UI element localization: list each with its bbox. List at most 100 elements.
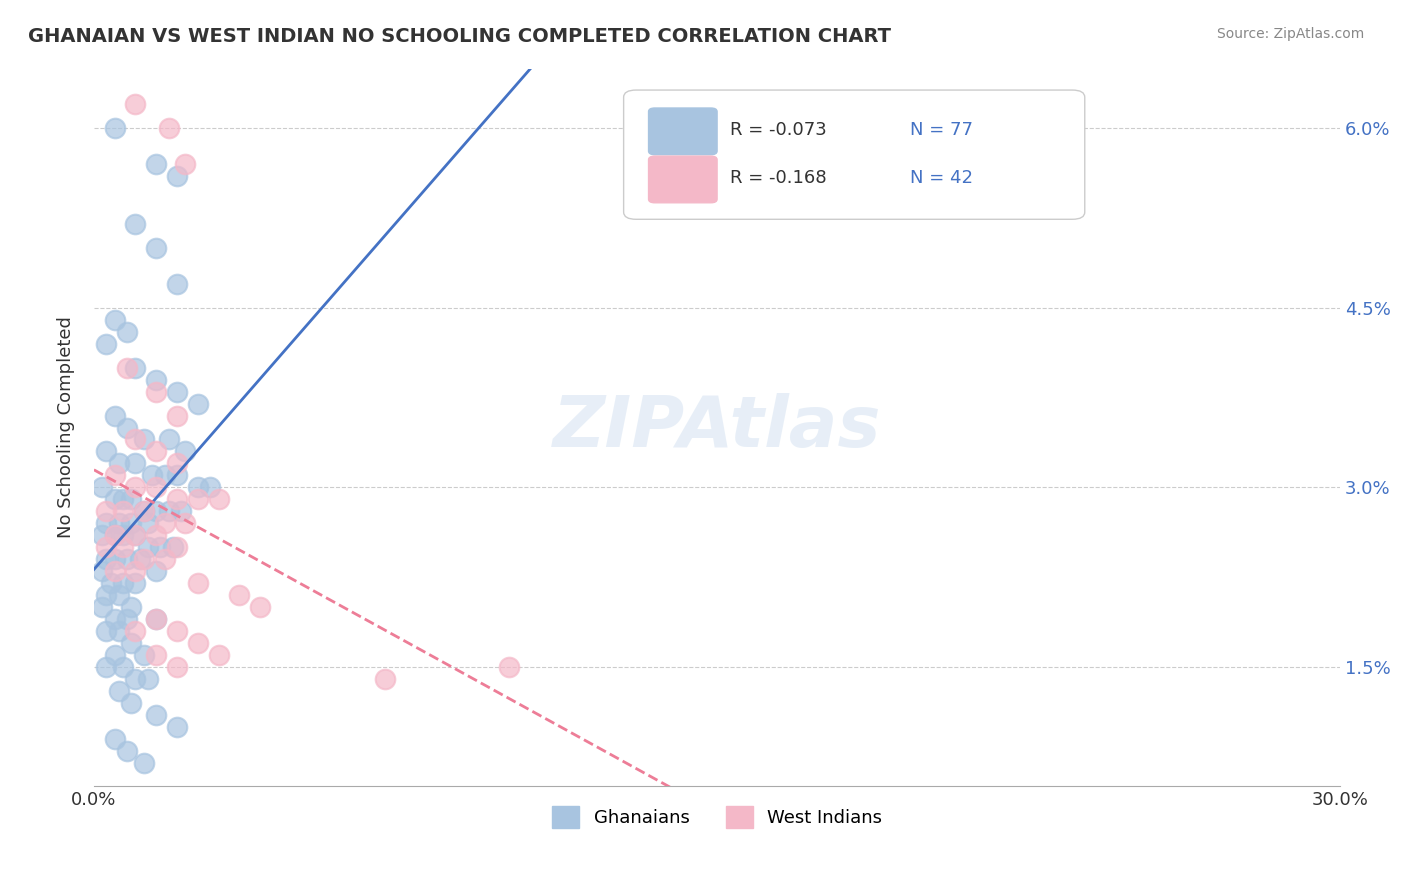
FancyBboxPatch shape (648, 108, 717, 154)
Point (145, 241, 167, 255)
Point (174, 157, 197, 171)
Point (166, 720, 188, 734)
Point (132, 552, 155, 566)
Text: R = -0.168: R = -0.168 (730, 169, 827, 186)
Point (91, 599, 114, 614)
Point (100, 576, 122, 591)
Point (96, 504, 118, 518)
Point (120, 696, 142, 710)
Point (124, 576, 146, 591)
Point (108, 516, 131, 531)
Point (108, 588, 131, 602)
Point (157, 433, 180, 447)
Text: R = -0.073: R = -0.073 (730, 120, 827, 138)
Point (104, 612, 127, 626)
Point (145, 612, 167, 626)
Point (115, 325, 138, 339)
Point (91, 480, 114, 494)
Point (200, 480, 222, 494)
Point (111, 540, 134, 554)
Point (91, 564, 114, 578)
Point (153, 516, 176, 531)
Point (108, 683, 131, 698)
Point (115, 612, 138, 626)
Point (136, 540, 159, 554)
Point (91, 528, 114, 542)
Point (115, 420, 138, 434)
Point (115, 743, 138, 757)
Point (228, 588, 250, 602)
Point (104, 564, 127, 578)
Point (124, 564, 146, 578)
Point (187, 576, 209, 591)
Point (96, 588, 118, 602)
Point (141, 468, 163, 483)
Point (124, 672, 146, 686)
Point (132, 504, 155, 518)
Point (124, 217, 146, 231)
Point (149, 540, 172, 554)
Point (120, 492, 142, 507)
Point (187, 636, 209, 650)
Point (166, 409, 188, 423)
Text: Source: ZipAtlas.com: Source: ZipAtlas.com (1216, 27, 1364, 41)
FancyBboxPatch shape (648, 156, 717, 202)
Point (104, 492, 127, 507)
Point (96, 336, 118, 351)
Point (132, 756, 155, 770)
Point (166, 492, 188, 507)
Point (174, 516, 197, 531)
Point (145, 480, 167, 494)
Point (104, 468, 127, 483)
Y-axis label: No Schooling Completed: No Schooling Completed (58, 317, 75, 539)
Point (96, 540, 118, 554)
Point (145, 612, 167, 626)
Point (145, 157, 167, 171)
Point (145, 528, 167, 542)
Point (132, 648, 155, 662)
Point (124, 528, 146, 542)
Point (104, 552, 127, 566)
Point (124, 480, 146, 494)
Point (166, 624, 188, 638)
Point (104, 409, 127, 423)
Point (124, 457, 146, 471)
Point (166, 169, 188, 184)
Point (145, 373, 167, 387)
Legend: Ghanaians, West Indians: Ghanaians, West Indians (546, 798, 890, 835)
Point (166, 457, 188, 471)
Point (498, 660, 520, 674)
Point (145, 564, 167, 578)
Point (187, 480, 209, 494)
Point (187, 492, 209, 507)
Text: ZIPAtlas: ZIPAtlas (553, 393, 882, 462)
Point (145, 504, 167, 518)
Point (145, 444, 167, 458)
Text: N = 42: N = 42 (910, 169, 973, 186)
Point (124, 433, 146, 447)
Point (120, 599, 142, 614)
Point (104, 121, 127, 136)
Point (124, 360, 146, 375)
Point (136, 672, 159, 686)
Text: N = 77: N = 77 (910, 120, 973, 138)
Point (153, 552, 176, 566)
Point (136, 516, 159, 531)
Point (104, 313, 127, 327)
Point (111, 504, 134, 518)
Point (104, 648, 127, 662)
Point (115, 552, 138, 566)
Point (132, 433, 155, 447)
Point (96, 444, 118, 458)
Point (115, 360, 138, 375)
Point (187, 396, 209, 410)
Point (157, 121, 180, 136)
Point (145, 384, 167, 399)
FancyBboxPatch shape (624, 90, 1085, 219)
Point (96, 624, 118, 638)
Point (124, 97, 146, 112)
Point (111, 660, 134, 674)
Point (132, 504, 155, 518)
Point (166, 384, 188, 399)
Point (120, 636, 142, 650)
